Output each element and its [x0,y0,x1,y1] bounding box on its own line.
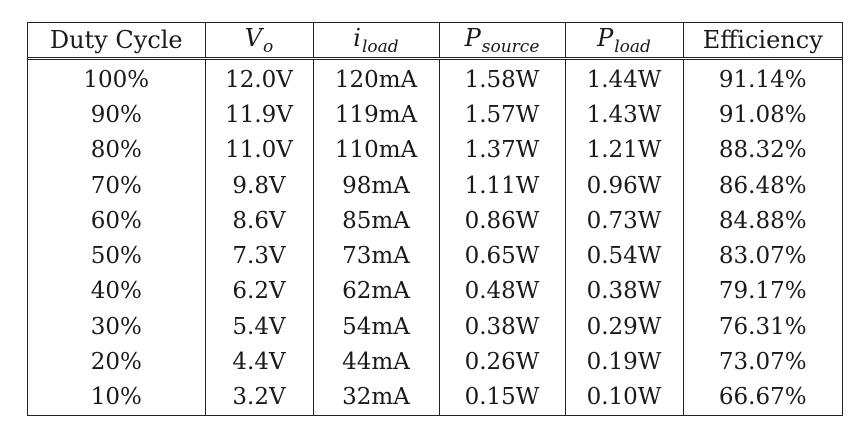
cell-duty-cycle: 70% [28,167,206,204]
cell-psource: 0.86W [439,203,566,239]
cell-vo: 9.8V [205,167,314,204]
cell-vo: 11.9V [205,97,314,133]
cell-iload: 32mA [313,379,440,415]
table-body: 100% 12.0V 120mA 1.58W 1.44W 91.14% 90% 11.9V 11… [28,58,842,415]
cell-pload: 0.54W [565,238,684,274]
cell-psource: 0.26W [439,344,566,380]
cell-psource: 1.57W [439,97,566,133]
efficiency-table: Duty Cycle Vo iload Psource Pload Effici… [28,23,842,415]
cell-iload: 44mA [313,344,440,380]
cell-efficiency: 79.17% [718,278,807,305]
header-vo-symbol: V [244,23,263,52]
cell-psource: 1.58W [439,58,566,98]
header-psource-symbol: P [464,23,481,52]
cell-iload: 110mA [313,132,440,168]
header-vo: Vo [205,23,314,60]
table-row: 80% 11.0V 110mA 1.37W 1.21W 88.32% [28,132,842,168]
cell-psource: 1.11W [439,167,566,204]
header-pload: Pload [565,23,684,60]
cell-efficiency: 91.14% [718,66,807,93]
header-efficiency: Efficiency [683,23,842,60]
cell-pload: 0.10W [565,379,684,415]
header-duty-cycle: Duty Cycle [28,23,206,60]
cell-pload: 0.38W [565,273,684,310]
table-row: 100% 12.0V 120mA 1.58W 1.44W 91.14% [28,58,842,98]
header-pload-subscript: load [614,36,651,57]
table-row: 50% 7.3V 73mA 0.65W 0.54W 83.07% [28,238,842,274]
cell-vo: 6.2V [205,273,314,310]
header-iload-symbol: i [353,23,361,52]
efficiency-table-frame: Duty Cycle Vo iload Psource Pload Effici… [27,22,843,416]
cell-vo: 3.2V [205,379,314,415]
cell-pload: 1.44W [565,58,684,98]
cell-iload: 119mA [313,97,440,133]
cell-duty-cycle: 40% [28,273,206,310]
cell-psource: 0.15W [439,379,566,415]
cell-iload: 85mA [313,203,440,239]
cell-psource: 0.65W [439,238,566,274]
table-row: 20% 4.4V 44mA 0.26W 0.19W 73.07% [28,344,842,380]
cell-efficiency: 84.88% [718,207,807,234]
cell-duty-cycle: 50% [28,238,206,274]
cell-psource: 0.38W [439,309,566,345]
cell-duty-cycle: 100% [28,58,206,98]
table-row: 70% 9.8V 98mA 1.11W 0.96W 86.48% [28,167,842,204]
table-row: 60% 8.6V 85mA 0.86W 0.73W 84.88% [28,203,842,239]
cell-pload: 1.43W [565,97,684,133]
cell-vo: 5.4V [205,309,314,345]
cell-vo: 7.3V [205,238,314,274]
cell-efficiency: 73.07% [718,348,807,375]
header-iload-subscript: load [361,36,399,57]
cell-iload: 62mA [313,273,440,310]
cell-efficiency: 86.48% [718,172,807,199]
cell-psource: 1.37W [439,132,566,168]
cell-pload: 0.73W [565,203,684,239]
header-psource-subscript: source [481,36,540,57]
header-iload: iload [313,23,440,60]
cell-vo: 8.6V [205,203,314,239]
cell-psource: 0.48W [439,273,566,310]
cell-pload: 0.96W [565,167,684,204]
header-pload-symbol: P [597,23,614,52]
cell-pload: 0.29W [565,309,684,345]
cell-vo: 12.0V [205,58,314,98]
cell-vo: 4.4V [205,344,314,380]
cell-efficiency: 66.67% [718,384,807,411]
table-row: 30% 5.4V 54mA 0.38W 0.29W 76.31% [28,309,842,345]
table-row: 10% 3.2V 32mA 0.15W 0.10W 66.67% [28,379,842,415]
cell-iload: 73mA [313,238,440,274]
cell-pload: 1.21W [565,132,684,168]
table-row: 40% 6.2V 62mA 0.48W 0.38W 79.17% [28,273,842,310]
cell-iload: 54mA [313,309,440,345]
cell-duty-cycle: 80% [28,132,206,168]
table-row: 90% 11.9V 119mA 1.57W 1.43W 91.08% [28,97,842,133]
cell-pload: 0.19W [565,344,684,380]
header-row: Duty Cycle Vo iload Psource Pload Effici… [28,23,842,60]
cell-iload: 120mA [313,58,440,98]
cell-duty-cycle: 10% [28,379,206,415]
cell-efficiency: 83.07% [718,243,807,270]
cell-duty-cycle: 20% [28,344,206,380]
cell-efficiency: 76.31% [718,313,807,340]
cell-duty-cycle: 60% [28,203,206,239]
header-vo-subscript: o [263,36,274,57]
header-psource: Psource [439,23,566,60]
cell-duty-cycle: 30% [28,309,206,345]
cell-efficiency: 88.32% [718,137,807,164]
cell-efficiency: 91.08% [718,102,807,129]
cell-vo: 11.0V [205,132,314,168]
table-header: Duty Cycle Vo iload Psource Pload Effici… [28,23,842,60]
cell-iload: 98mA [313,167,440,204]
cell-duty-cycle: 90% [28,97,206,133]
